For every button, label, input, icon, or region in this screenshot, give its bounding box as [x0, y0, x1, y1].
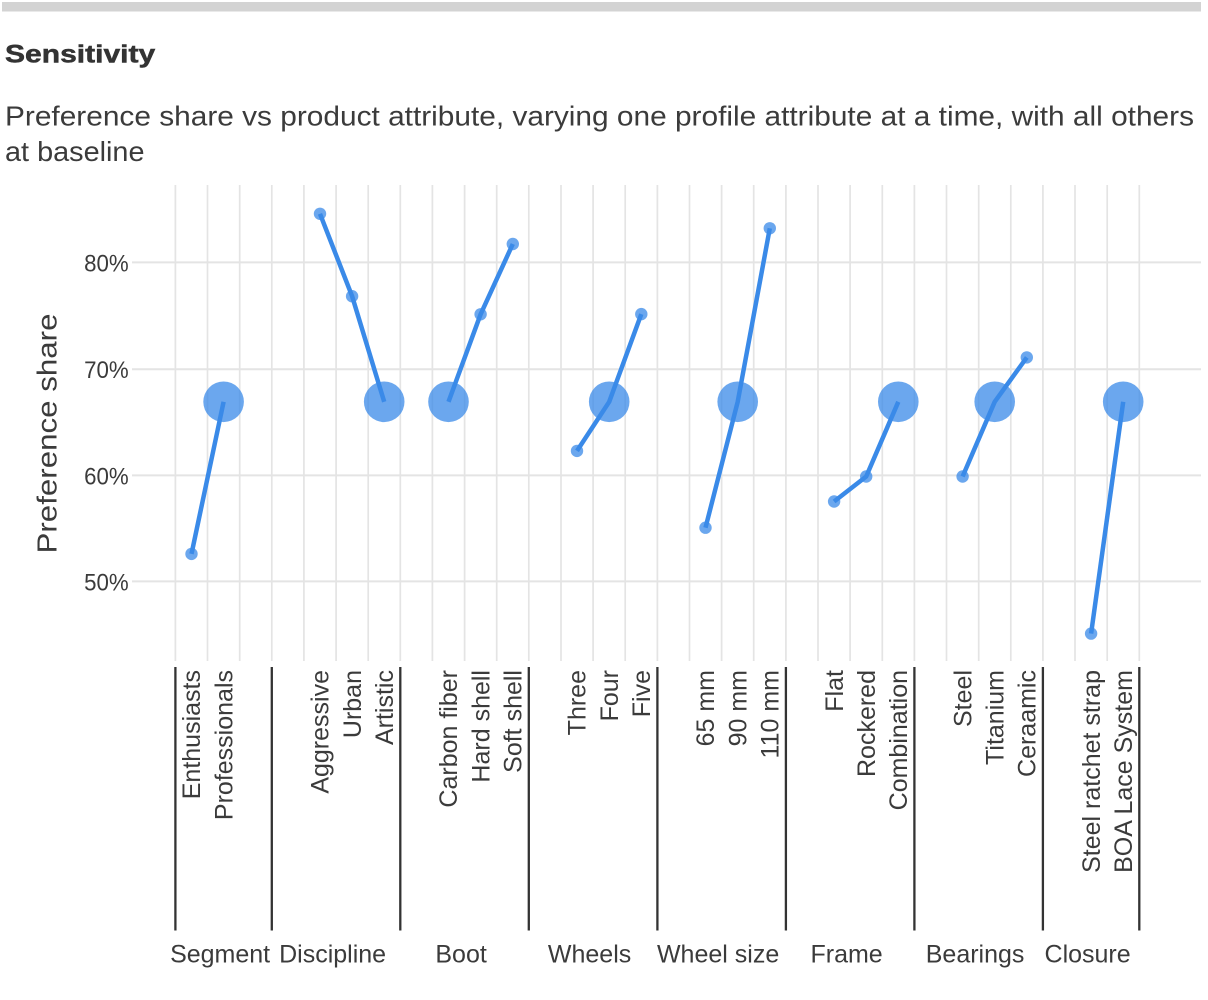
svg-text:Four: Four — [596, 670, 624, 721]
svg-text:Three: Three — [564, 670, 592, 735]
svg-text:Segment: Segment — [170, 940, 270, 968]
svg-text:Wheels: Wheels — [548, 940, 631, 968]
svg-text:Preference share vs product at: Preference share vs product attribute, v… — [5, 100, 1194, 131]
svg-text:Wheel size: Wheel size — [657, 940, 779, 968]
svg-text:Professionals: Professionals — [210, 670, 238, 820]
svg-text:Rockered: Rockered — [853, 670, 881, 777]
svg-text:Carbon fiber: Carbon fiber — [435, 670, 463, 808]
svg-text:at baseline: at baseline — [5, 136, 145, 167]
svg-text:Sensitivity: Sensitivity — [5, 40, 155, 68]
svg-text:Five: Five — [628, 670, 656, 717]
svg-text:Flat: Flat — [821, 670, 849, 712]
svg-text:90 mm: 90 mm — [724, 670, 752, 746]
svg-text:70%: 70% — [84, 357, 129, 384]
svg-text:110 mm: 110 mm — [757, 670, 785, 758]
svg-text:Urban: Urban — [339, 670, 367, 738]
svg-text:Hard shell: Hard shell — [467, 670, 495, 783]
svg-text:60%: 60% — [84, 463, 129, 490]
svg-text:Closure: Closure — [1045, 940, 1131, 968]
svg-text:Titanium: Titanium — [981, 670, 1009, 765]
svg-text:80%: 80% — [84, 250, 129, 277]
svg-text:Discipline: Discipline — [279, 940, 386, 968]
svg-text:Bearings: Bearings — [926, 940, 1025, 968]
svg-text:BOA Lace System: BOA Lace System — [1110, 670, 1138, 873]
svg-text:65 mm: 65 mm — [692, 670, 720, 746]
svg-text:Preference share: Preference share — [31, 314, 62, 554]
svg-text:Aggressive: Aggressive — [307, 670, 335, 794]
svg-text:Enthusiasts: Enthusiasts — [178, 670, 206, 799]
svg-text:Steel: Steel — [949, 670, 977, 727]
svg-text:Frame: Frame — [810, 940, 882, 968]
svg-text:Artistic: Artistic — [371, 670, 399, 745]
svg-text:Steel ratchet strap: Steel ratchet strap — [1078, 670, 1106, 873]
svg-text:Soft shell: Soft shell — [500, 670, 528, 773]
svg-text:Boot: Boot — [435, 940, 486, 968]
svg-text:50%: 50% — [84, 569, 129, 596]
svg-text:Ceraamic: Ceraamic — [1014, 670, 1042, 777]
svg-text:Combination: Combination — [885, 670, 913, 810]
